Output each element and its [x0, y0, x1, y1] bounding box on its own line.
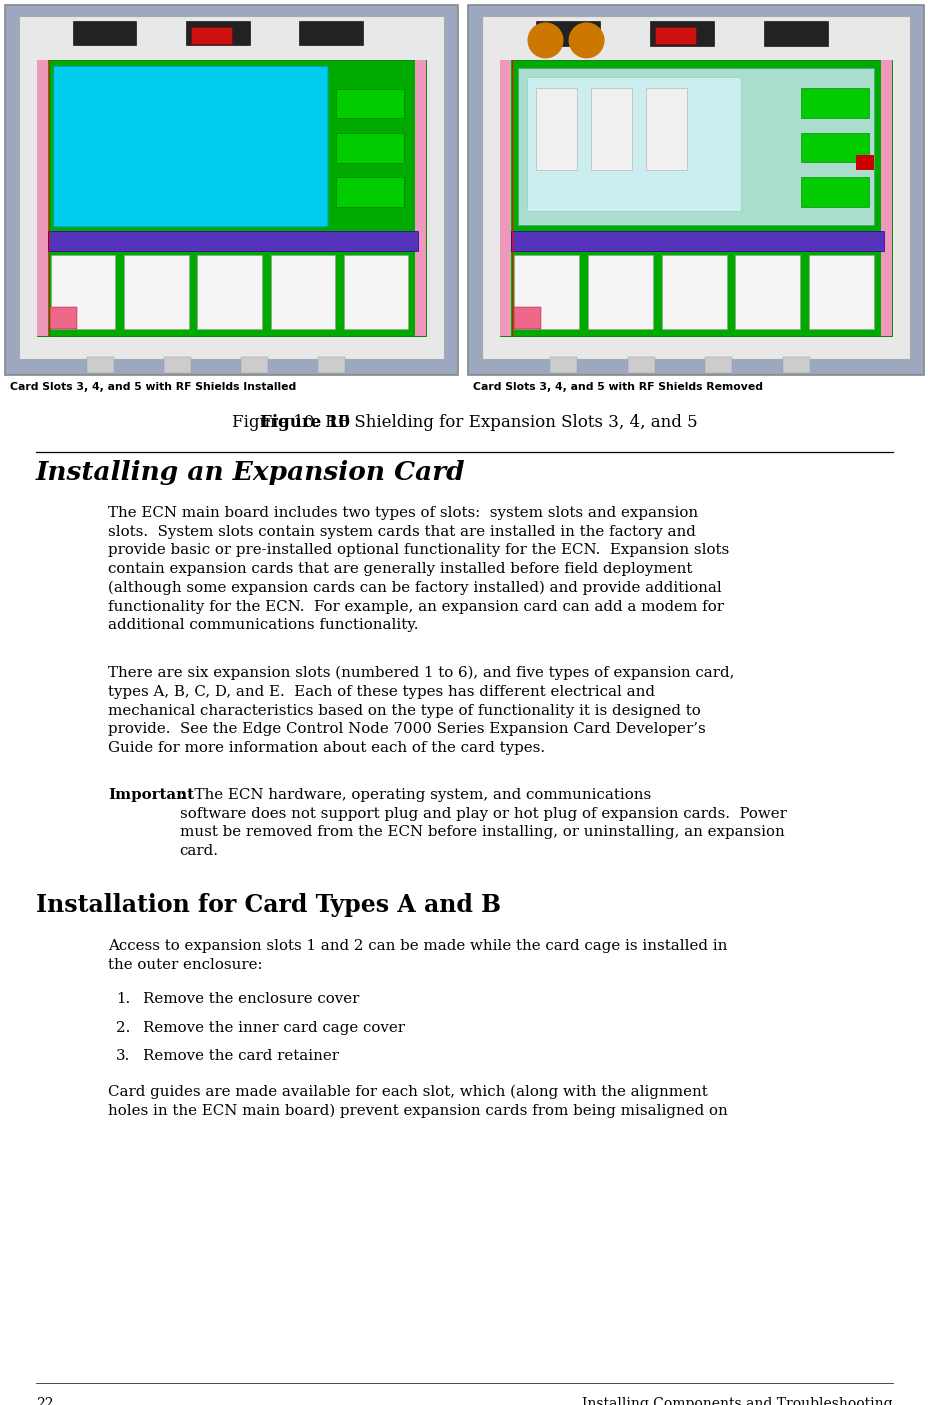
Bar: [510, 230, 883, 251]
Bar: [781, 357, 809, 374]
FancyBboxPatch shape: [53, 66, 328, 228]
Text: Card guides are made available for each slot, which (along with the alignment
ho: Card guides are made available for each …: [108, 1085, 727, 1118]
Bar: [48, 230, 418, 251]
Bar: [587, 254, 652, 329]
Text: Card Slots 3, 4, and 5 with RF Shields Removed: Card Slots 3, 4, and 5 with RF Shields R…: [472, 382, 762, 392]
Text: Figure 10: Figure 10: [259, 414, 349, 431]
Bar: [627, 357, 654, 374]
Bar: [270, 256, 335, 329]
Bar: [190, 27, 231, 44]
Text: Card Slots 3, 4, and 5 with RF Shields Installed: Card Slots 3, 4, and 5 with RF Shields I…: [10, 382, 296, 392]
Bar: [240, 357, 267, 374]
Text: Access to expansion slots 1 and 2 can be made while the card cage is installed i: Access to expansion slots 1 and 2 can be…: [108, 939, 727, 972]
Bar: [124, 256, 188, 329]
Bar: [764, 21, 828, 45]
Bar: [535, 21, 599, 45]
Text: Figure 10. RF Shielding for Expansion Slots 3, 4, and 5: Figure 10. RF Shielding for Expansion Sl…: [231, 414, 697, 431]
Bar: [186, 21, 250, 45]
Circle shape: [528, 22, 562, 58]
Bar: [661, 254, 726, 329]
Text: The ECN main board includes two types of slots:  system slots and expansion
slot: The ECN main board includes two types of…: [108, 506, 728, 632]
Text: There are six expansion slots (numbered 1 to 6), and five types of expansion car: There are six expansion slots (numbered …: [108, 666, 734, 754]
Bar: [335, 177, 403, 207]
Text: Important: Important: [108, 788, 194, 802]
Bar: [19, 15, 444, 358]
Bar: [518, 67, 873, 225]
Text: Installation for Card Types A and B: Installation for Card Types A and B: [36, 894, 500, 917]
Bar: [499, 60, 510, 336]
Bar: [650, 21, 714, 45]
Bar: [299, 21, 363, 45]
Bar: [800, 133, 869, 163]
Bar: [50, 306, 77, 329]
Text: 3.: 3.: [115, 1050, 130, 1064]
Bar: [880, 60, 891, 336]
Bar: [317, 357, 344, 374]
Bar: [86, 357, 113, 374]
Text: Remove the inner card cage cover: Remove the inner card cage cover: [143, 1020, 405, 1034]
Bar: [335, 133, 403, 163]
Bar: [513, 306, 540, 329]
Bar: [527, 77, 740, 211]
Bar: [37, 60, 426, 336]
Bar: [73, 21, 136, 45]
Bar: [535, 89, 577, 170]
Text: Remove the card retainer: Remove the card retainer: [143, 1050, 339, 1064]
Bar: [481, 15, 909, 358]
Bar: [415, 60, 426, 336]
Text: 22: 22: [36, 1397, 54, 1405]
Text: Remove the enclosure cover: Remove the enclosure cover: [143, 992, 359, 1006]
Bar: [343, 256, 408, 329]
Text: 2.: 2.: [115, 1020, 130, 1034]
Bar: [590, 89, 631, 170]
Bar: [37, 60, 48, 336]
Text: :  The ECN hardware, operating system, and communications
software does not supp: : The ECN hardware, operating system, an…: [179, 788, 785, 858]
Bar: [499, 60, 891, 336]
Bar: [163, 357, 190, 374]
Bar: [855, 155, 873, 170]
Bar: [335, 89, 403, 118]
Bar: [514, 254, 578, 329]
Bar: [645, 89, 686, 170]
Bar: [549, 357, 577, 374]
Bar: [704, 357, 731, 374]
Bar: [808, 254, 873, 329]
Bar: [654, 27, 695, 44]
Text: 1.: 1.: [116, 992, 130, 1006]
Text: Installing an Expansion Card: Installing an Expansion Card: [36, 459, 465, 485]
Text: Installing Components and Troubleshooting: Installing Components and Troubleshootin…: [582, 1397, 892, 1405]
Bar: [51, 256, 115, 329]
Bar: [800, 89, 869, 118]
Circle shape: [569, 22, 603, 58]
Bar: [198, 256, 262, 329]
Bar: [5, 6, 458, 375]
Bar: [800, 177, 869, 207]
Bar: [735, 254, 799, 329]
Bar: [468, 6, 923, 375]
